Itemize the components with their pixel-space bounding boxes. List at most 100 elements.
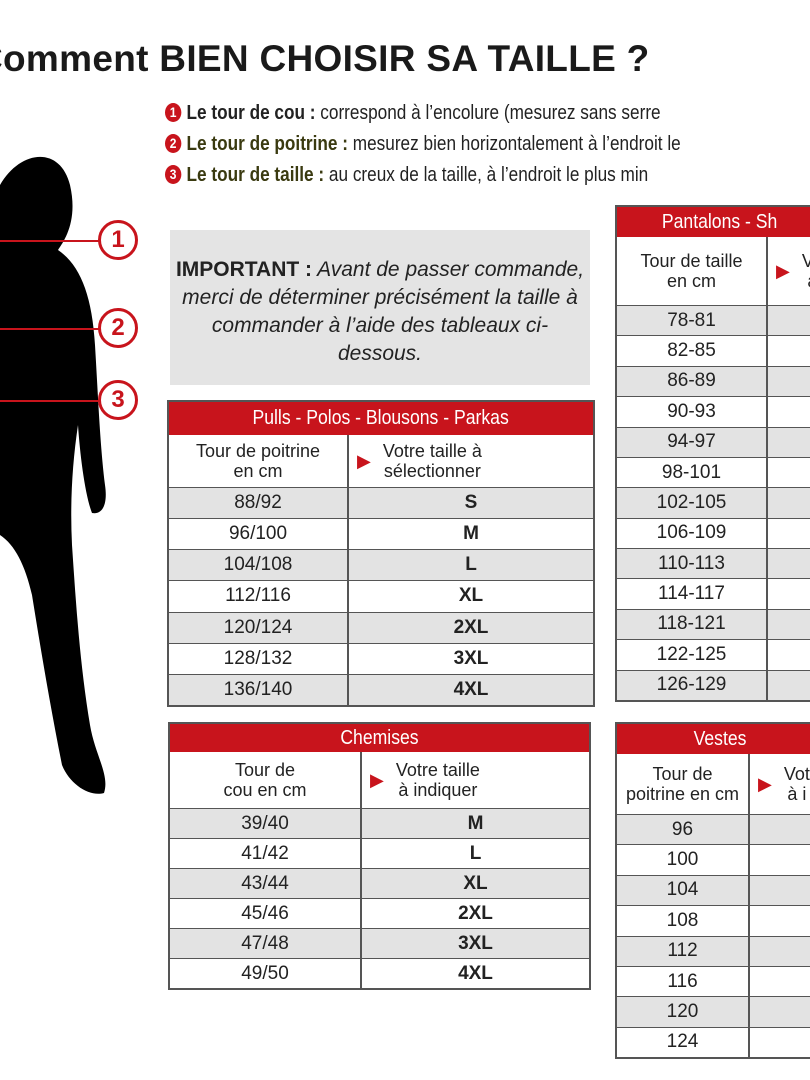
table-title-text: Pulls - Polos - Blousons - Parkas <box>252 407 510 429</box>
page-title: Comment BIEN CHOISIR SA TAILLE ? <box>0 38 650 79</box>
table-row: 108 <box>617 905 810 936</box>
table-title-text: Chemises <box>340 727 419 749</box>
measurement-cell: 112/116 <box>169 581 349 612</box>
size-cell <box>768 640 810 669</box>
table-row: 136/140 4XL <box>169 673 593 705</box>
table-title: Chemises <box>170 724 589 752</box>
important-note: IMPORTANT : Avant de passer commande, me… <box>170 230 590 385</box>
size-cell: 3XL <box>458 932 493 954</box>
table-row: 96/100 M <box>169 518 593 550</box>
measurement-cell: 126-129 <box>617 670 768 700</box>
table-row: 112/116 XL <box>169 580 593 612</box>
size-cell <box>768 671 810 700</box>
size-cell <box>768 367 810 396</box>
table-row: 45/46 2XL <box>170 898 589 928</box>
size-cell <box>750 1028 810 1057</box>
table-title-text: Vestes <box>693 728 747 750</box>
number-2-icon: 2 <box>165 134 182 153</box>
size-cell <box>750 937 810 966</box>
table-row: 90-93 <box>617 396 810 427</box>
neck-line <box>0 240 100 242</box>
column-header: Tour de poitrine en cm <box>169 435 349 487</box>
instruction-neck: 1 Le tour de cou : correspond à l’encolur… <box>165 98 681 129</box>
body-silhouette-icon <box>0 156 106 794</box>
table-pantalons: Pantalons - Sh Tour de taille en cm ▶ Vo à 7… <box>615 205 810 702</box>
instruction-waist: 3 Le tour de taille : au creux de la tail… <box>165 160 681 191</box>
play-arrow-icon: ▶ <box>776 261 790 281</box>
size-cell: 3XL <box>453 647 489 669</box>
size-cell <box>768 519 810 548</box>
measurement-cell: 136/140 <box>169 674 349 705</box>
column-header: ▶ Vo à <box>768 237 810 305</box>
measurement-cell: 100 <box>617 845 750 875</box>
table-row: 78-81 <box>617 305 810 336</box>
size-cell <box>750 845 810 874</box>
size-cell: S <box>464 492 478 514</box>
column-header-text: Vot à i <box>783 764 810 804</box>
table-row: 88/92 S <box>169 487 593 519</box>
measurement-cell: 108 <box>617 906 750 936</box>
size-cell <box>768 428 810 457</box>
measurement-cell: 90-93 <box>617 397 768 427</box>
marker-2: 2 <box>98 308 138 348</box>
table-row: 122-125 <box>617 639 810 670</box>
size-cell <box>768 579 810 608</box>
important-label: IMPORTANT : <box>175 258 313 281</box>
size-cell: L <box>469 842 482 864</box>
column-header-text: Vo à <box>801 251 810 291</box>
measurement-cell: 45/46 <box>170 899 362 928</box>
table-header-row: Tour de cou en cm ▶ Votre taille à indique… <box>170 752 589 808</box>
measurement-cell: 110-113 <box>617 549 768 579</box>
size-cell <box>768 336 810 365</box>
table-header-row: Tour de poitrine en cm ▶ Vot à i <box>617 754 810 814</box>
table-title-text: Pantalons - Sh <box>662 211 778 233</box>
measurement-cell: 82-85 <box>617 336 768 366</box>
column-header: Tour de taille en cm <box>617 237 768 305</box>
size-cell: M <box>463 523 479 545</box>
important-text: Avant de passer commande, merci de déter… <box>182 258 585 365</box>
instruction-label: Le tour de poitrine : <box>186 133 348 155</box>
size-cell <box>768 488 810 517</box>
table-row: 98-101 <box>617 456 810 488</box>
waist-line <box>0 400 100 402</box>
size-cell <box>768 610 810 639</box>
table-header-row: Tour de poitrine en cm ▶ Votre taille à sé… <box>169 435 593 487</box>
measurement-cell: 41/42 <box>170 839 362 868</box>
table-row: 116 <box>617 965 810 997</box>
table-row: 120 <box>617 996 810 1027</box>
table-row: 100 <box>617 844 810 875</box>
measurement-cell: 47/48 <box>170 929 362 958</box>
instruction-text: correspond à l’encolure (mesurez sans se… <box>315 102 661 124</box>
measurement-cell: 114-117 <box>617 579 768 609</box>
table-row: 82-85 <box>617 335 810 366</box>
column-header: ▶ Vot à i <box>750 754 810 814</box>
size-cell: 4XL <box>453 678 489 700</box>
column-header: ▶ Votre taille à indiquer <box>362 752 589 808</box>
measurement-cell: 43/44 <box>170 869 362 898</box>
size-cell <box>750 815 810 844</box>
column-header-text: Votre taille à indiquer <box>395 760 480 800</box>
measurement-cell: 112 <box>617 936 750 966</box>
measurement-cell: 122-125 <box>617 640 768 670</box>
marker-1: 1 <box>98 220 138 260</box>
instruction-label: Le tour de cou : <box>186 102 316 124</box>
size-cell <box>768 306 810 335</box>
table-row: 124 <box>617 1026 810 1057</box>
marker-3: 3 <box>98 380 138 420</box>
measurement-cell: 128/132 <box>169 643 349 674</box>
column-header-text: Votre taille à sélectionner <box>382 441 482 481</box>
instruction-text: mesurez bien horizontalement à l’endroit… <box>347 133 681 155</box>
size-cell <box>768 549 810 578</box>
table-row: 96 <box>617 814 810 845</box>
table-vestes: Vestes Tour de poitrine en cm ▶ Vot à i 96 10… <box>615 722 810 1059</box>
measurement-instructions: 1 Le tour de cou : correspond à l’encolur… <box>165 98 681 191</box>
measurement-cell: 88/92 <box>169 488 349 519</box>
measurement-cell: 94-97 <box>617 427 768 457</box>
instruction-label: Le tour de taille : <box>186 164 325 186</box>
number-1-icon: 1 <box>165 103 182 122</box>
table-row: 86-89 <box>617 365 810 397</box>
measurement-cell: 39/40 <box>170 809 362 838</box>
table-row: 47/48 3XL <box>170 928 589 958</box>
size-cell: 2XL <box>453 616 489 638</box>
size-cell <box>750 997 810 1026</box>
